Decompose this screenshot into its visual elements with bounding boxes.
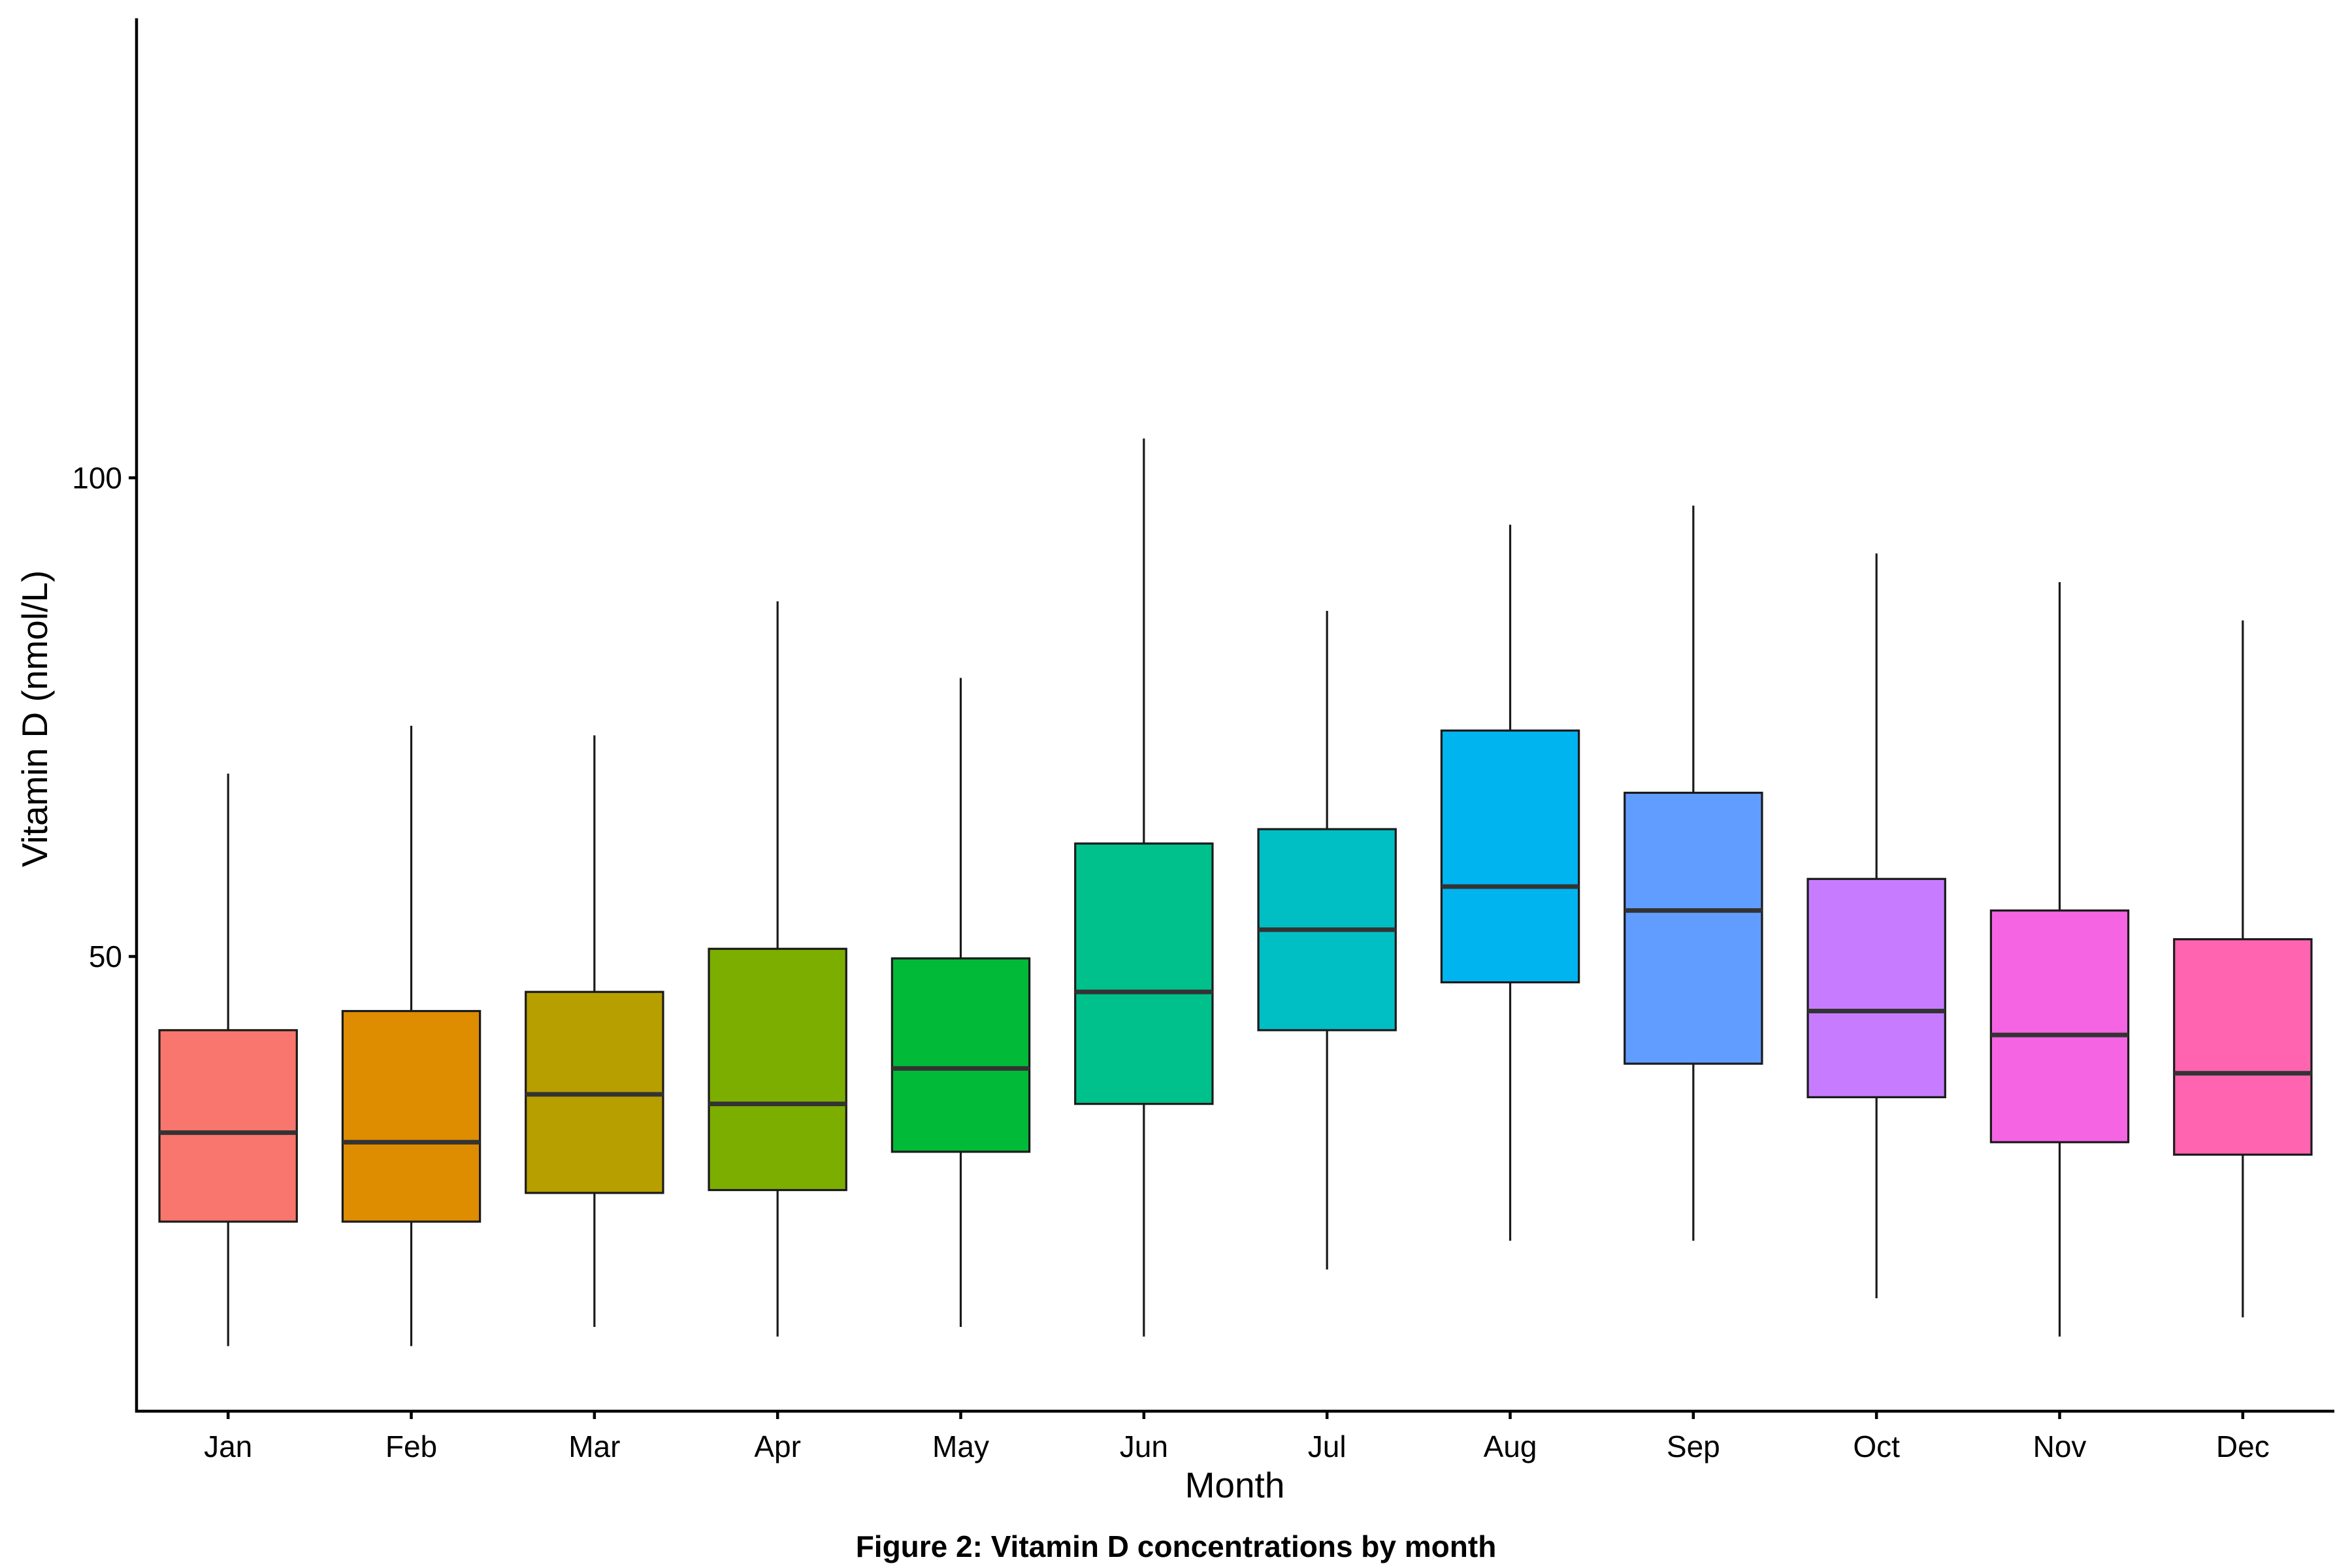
y-tick-label: 100	[72, 461, 122, 495]
box-may	[890, 678, 1031, 1328]
box-body-jan	[158, 1029, 298, 1223]
box-feb	[341, 725, 482, 1347]
box-apr	[708, 601, 847, 1337]
x-axis-ticks: Jan Feb Mar Apr May Jun Jul Aug Sep Oct Nov Dec	[204, 1411, 2270, 1463]
x-tick-label: Apr	[754, 1429, 801, 1463]
x-axis-title: Month	[1185, 1465, 1285, 1505]
y-axis-ticks: 50 100	[72, 461, 137, 973]
box-body-feb	[341, 1009, 482, 1223]
box-body-aug	[1440, 729, 1580, 984]
box-body-nov	[1989, 909, 2130, 1143]
x-tick-label: Oct	[1853, 1429, 1900, 1463]
box-body-dec	[2173, 938, 2313, 1156]
x-tick-label: Aug	[1484, 1429, 1537, 1463]
box-body-sep	[1624, 791, 1763, 1065]
box-jun	[1074, 438, 1214, 1337]
box-jul	[1257, 611, 1397, 1270]
x-tick-label: Dec	[2216, 1429, 2270, 1463]
x-tick-label: Jul	[1308, 1429, 1347, 1463]
plot-marks	[158, 438, 2313, 1347]
box-jan	[158, 774, 298, 1347]
y-axis-title: Vitamin D (nmol/L)	[14, 570, 55, 867]
box-dec	[2173, 620, 2313, 1318]
box-body-oct	[1806, 877, 1946, 1098]
box-nov	[1989, 582, 2130, 1337]
box-mar	[525, 735, 664, 1328]
box-body-may	[890, 957, 1031, 1153]
box-body-apr	[708, 947, 847, 1192]
x-tick-label: Mar	[568, 1429, 620, 1463]
figure-caption: Figure 2: Vitamin D concentrations by mo…	[856, 1529, 1497, 1563]
x-tick-label: Jan	[204, 1429, 252, 1463]
x-tick-label: Feb	[385, 1429, 437, 1463]
x-tick-label: Jun	[1120, 1429, 1168, 1463]
x-tick-label: Sep	[1667, 1429, 1720, 1463]
y-tick-label: 50	[89, 939, 122, 973]
x-tick-label: May	[932, 1429, 989, 1463]
box-oct	[1806, 553, 1946, 1299]
box-sep	[1624, 505, 1763, 1241]
x-tick-label: Nov	[2033, 1429, 2087, 1463]
box-aug	[1440, 525, 1580, 1241]
box-body-jun	[1074, 842, 1214, 1105]
